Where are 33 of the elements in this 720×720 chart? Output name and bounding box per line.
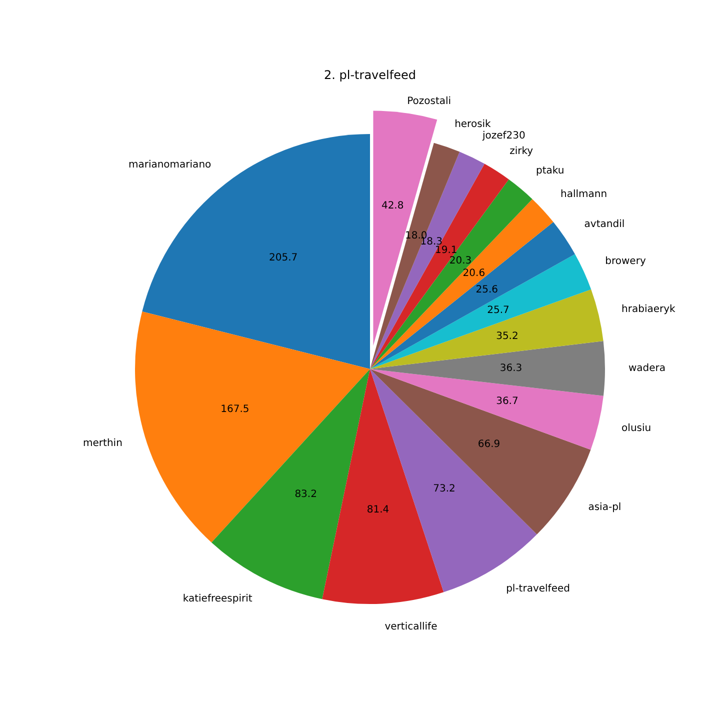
slice-label: verticallife — [384, 622, 438, 633]
slice-label: marianomariano — [128, 160, 212, 171]
data-label: 42.8 — [381, 200, 404, 212]
slice-label: jozef230 — [481, 130, 526, 142]
slice-label: wadera — [628, 362, 666, 374]
data-label: 20.6 — [462, 268, 486, 280]
slice-label: ptaku — [536, 165, 564, 176]
data-label: 19.1 — [435, 244, 458, 256]
slice-label: avtandil — [584, 218, 625, 230]
slice-label: Pozostali — [407, 96, 452, 107]
data-label: 20.3 — [449, 255, 472, 266]
data-label: 167.5 — [220, 404, 250, 416]
data-label: 25.6 — [476, 284, 498, 296]
data-label: 36.3 — [500, 363, 522, 374]
slice-label: herosik — [454, 119, 492, 130]
data-label: 205.7 — [269, 252, 298, 264]
data-label: 35.2 — [496, 331, 518, 342]
slice-label: merthin — [83, 438, 122, 449]
slice-label: hallmann — [560, 188, 608, 200]
data-label: 83.2 — [294, 489, 317, 500]
chart-title: 2. pl-travelfeed — [324, 68, 416, 82]
slice-label: browery — [605, 256, 646, 268]
data-label: 25.7 — [487, 304, 510, 316]
data-label: 81.4 — [366, 504, 390, 516]
slice-label: zirky — [510, 146, 534, 157]
slice-label: katiefreespirit — [182, 594, 252, 605]
slice-label: asia-pl — [588, 502, 622, 514]
slice-label: pl-travelfeed — [506, 583, 570, 594]
data-label: 36.7 — [496, 396, 518, 407]
slice-label: olusiu — [622, 423, 652, 434]
data-label: 66.9 — [478, 439, 500, 450]
slice-label: hrabiaeryk — [622, 304, 676, 315]
data-label: 73.2 — [433, 483, 456, 494]
